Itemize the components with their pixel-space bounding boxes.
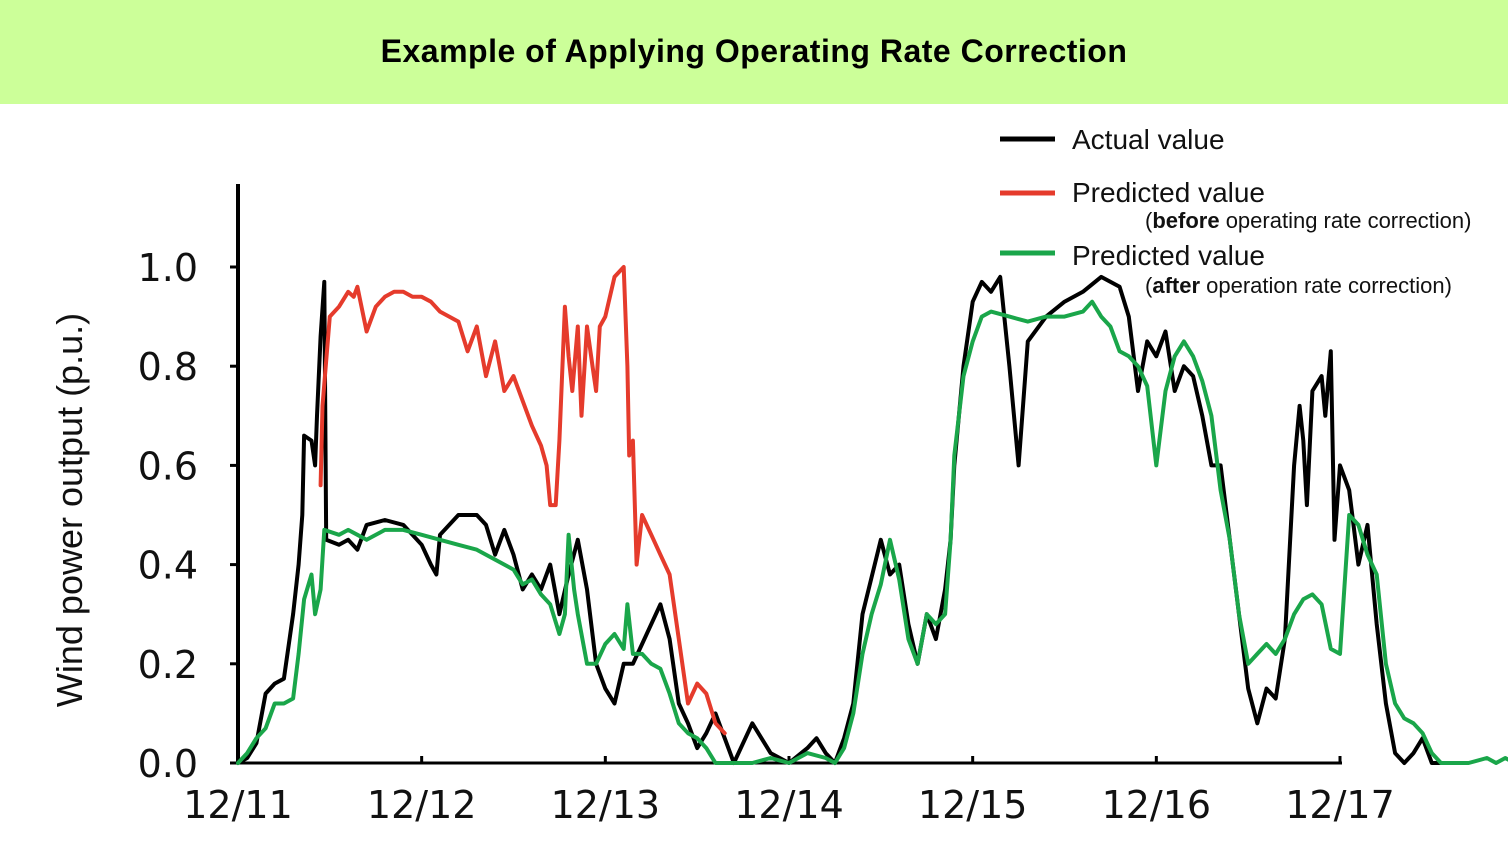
legend-sub-before-open: ( — [1145, 208, 1153, 233]
legend-sub-after-open: ( — [1145, 273, 1153, 298]
x-tick-label: 12/17 — [1285, 783, 1395, 827]
legend-label-actual: Actual value — [1072, 124, 1225, 155]
legend-sub-after-bold: after — [1152, 273, 1200, 298]
legend-label-after: Predicted value — [1072, 240, 1265, 271]
x-tick-label: 12/14 — [734, 783, 844, 827]
y-axis-label: Wind power output (p.u.) — [49, 313, 90, 707]
x-ticks: 12/11 12/12 12/13 12/14 12/15 12/16 12/17 — [183, 756, 1395, 827]
chart-title: Example of Applying Operating Rate Corre… — [380, 33, 1128, 69]
series-after-line — [236, 299, 1508, 765]
y-tick-label: 1.0 — [138, 246, 198, 290]
y-ticks: 0.0 0.2 0.4 0.6 0.8 1.0 — [138, 246, 238, 786]
x-tick-label: 12/15 — [918, 783, 1028, 827]
series-lines — [236, 265, 1508, 765]
x-tick-label: 12/11 — [183, 783, 293, 827]
x-tick-label: 12/12 — [367, 783, 477, 827]
series-before-line — [318, 265, 727, 736]
title-banner: Example of Applying Operating Rate Corre… — [0, 0, 1508, 104]
legend-sub-after-rest: operation rate correction) — [1200, 273, 1452, 298]
series-actual-line — [236, 274, 1453, 765]
legend-label-before: Predicted value — [1072, 177, 1265, 208]
legend-sub-before-bold: before — [1152, 208, 1219, 233]
y-tick-label: 0.6 — [138, 444, 198, 488]
y-tick-label: 0.8 — [138, 345, 198, 389]
y-tick-label: 0.0 — [138, 742, 198, 786]
x-tick-label: 12/13 — [551, 783, 661, 827]
x-tick-label: 12/16 — [1102, 783, 1212, 827]
legend-sub-before: (before operating rate correction) — [1145, 208, 1471, 233]
legend-sub-before-rest: operating rate correction) — [1220, 208, 1472, 233]
legend: Actual value Predicted value (before ope… — [1000, 124, 1471, 298]
y-tick-label: 0.4 — [138, 544, 198, 588]
legend-sub-after: (after operation rate correction) — [1145, 273, 1452, 298]
y-tick-label: 0.2 — [138, 643, 198, 687]
